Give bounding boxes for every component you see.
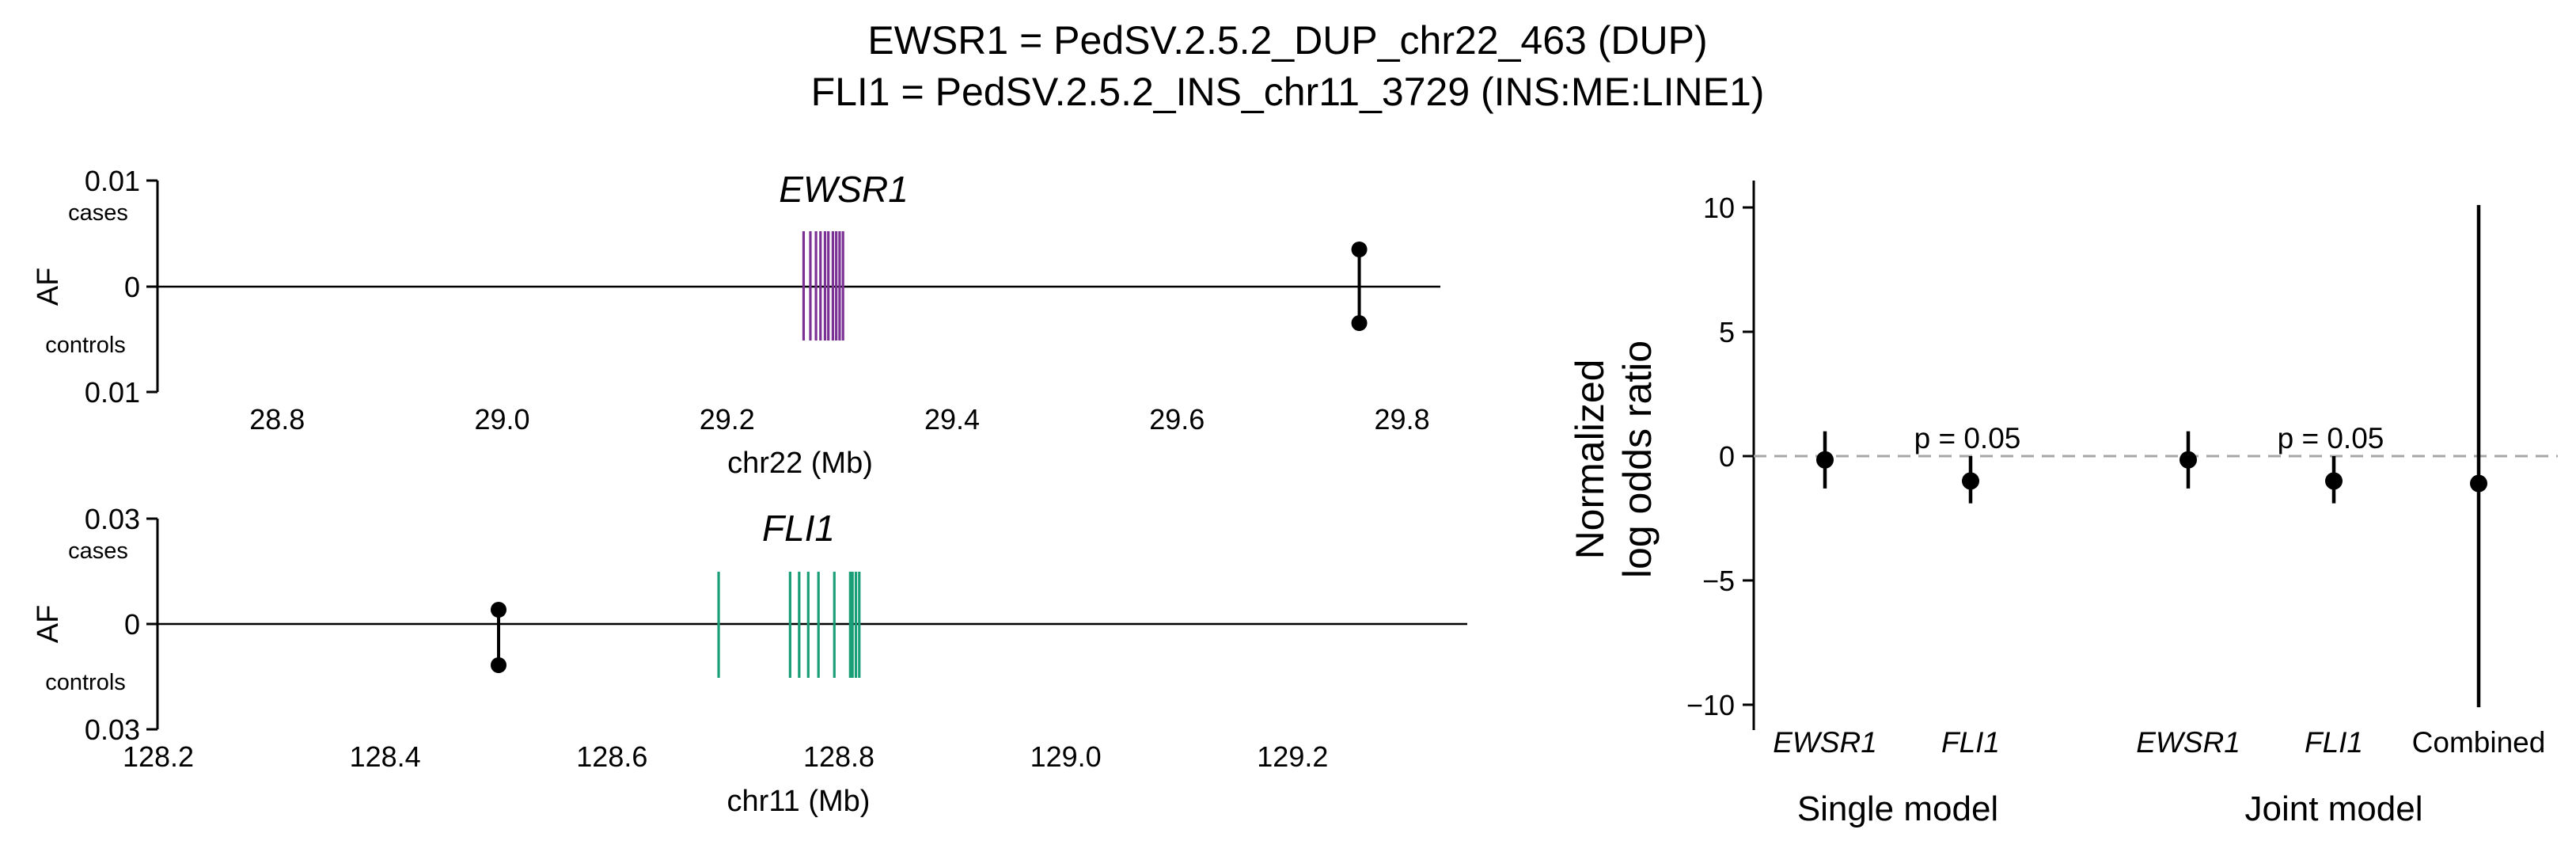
category-label: EWSR1 (2136, 726, 2240, 759)
x-axis-label: chr11 (Mb) (727, 785, 871, 818)
x-tick-label: 28.8 (249, 403, 305, 436)
y-tick-label: 0 (124, 608, 140, 641)
y-tick-label: 5 (1719, 316, 1735, 348)
variant-control-point (1351, 315, 1368, 331)
controls-label: controls (45, 670, 126, 695)
gene-title: FLI1 (762, 508, 835, 549)
cases-label: cases (68, 538, 128, 564)
odds-ratio-panel: −10 −5 0 5 10 Normalizedlog odds ratio EWSR1 FL… (1568, 181, 2558, 828)
cases-label: cases (68, 200, 128, 226)
odds-ratio-point (2325, 472, 2343, 490)
group-label-single-model: Single model (1797, 789, 1998, 828)
p-value-annotation: p = 0.05 (2278, 422, 2384, 455)
odds-ratio-point (2470, 474, 2487, 493)
odds-ratio-point (1962, 472, 1979, 490)
x-tick-label: 128.8 (803, 740, 874, 773)
x-tick-label: 129.0 (1030, 740, 1102, 773)
y-tick-label: 0.01 (85, 165, 140, 197)
p-value-annotation: p = 0.05 (1914, 422, 2021, 455)
y-tick-label: −5 (1702, 565, 1735, 597)
gene-title: EWSR1 (779, 169, 909, 210)
odds-ratio-point (1816, 451, 1834, 469)
variant-case-point (1351, 242, 1368, 257)
x-tick-label: 29.8 (1375, 403, 1430, 436)
y-tick-label: −10 (1686, 689, 1735, 721)
x-tick-label: 29.2 (700, 403, 755, 436)
figure-title-line-2: FLI1 = PedSV.2.5.2_INS_chr11_3729 (INS:M… (811, 70, 1765, 114)
group-label-joint-model: Joint model (2244, 789, 2422, 828)
variant-control-point (491, 657, 506, 673)
odds-ratio-point (2180, 451, 2197, 469)
y-tick-label: 0.03 (85, 503, 140, 535)
variant-case-point (491, 602, 506, 618)
ewsr1-locus-panel: 0.01 0 0.01 cases controls AF EWSR1 28.8 29.0 29.… (32, 165, 1440, 480)
y-tick-label: 0.01 (85, 376, 140, 409)
category-label: FLI1 (1941, 726, 2000, 759)
fli1-locus-panel: 0.03 0 0.03 cases controls AF FLI1 128.2 128.4 12… (32, 503, 1467, 818)
controls-label: controls (45, 333, 126, 358)
category-label: Combined (2412, 726, 2546, 759)
category-label: FLI1 (2305, 726, 2363, 759)
y-tick-label: 0.03 (85, 713, 140, 746)
x-tick-label: 29.0 (474, 403, 529, 436)
y-axis-label: Normalizedlog odds ratio (1568, 340, 1660, 578)
x-tick-label: 29.6 (1149, 403, 1205, 436)
x-axis-label: chr22 (Mb) (727, 447, 873, 480)
y-tick-label: 0 (124, 271, 140, 303)
y-tick-label: 0 (1719, 440, 1735, 473)
y-axis-label: AF (32, 268, 65, 306)
category-label: EWSR1 (1773, 726, 1877, 759)
figure-title-line-1: EWSR1 = PedSV.2.5.2_DUP_chr22_463 (DUP) (867, 18, 1707, 63)
x-tick-label: 29.4 (924, 403, 980, 436)
x-tick-label: 128.4 (350, 740, 421, 773)
x-tick-label: 128.2 (123, 740, 194, 773)
x-tick-label: 129.2 (1257, 740, 1328, 773)
x-tick-label: 128.6 (576, 740, 647, 773)
y-tick-label: 10 (1703, 192, 1735, 224)
y-axis-label: AF (32, 605, 65, 644)
